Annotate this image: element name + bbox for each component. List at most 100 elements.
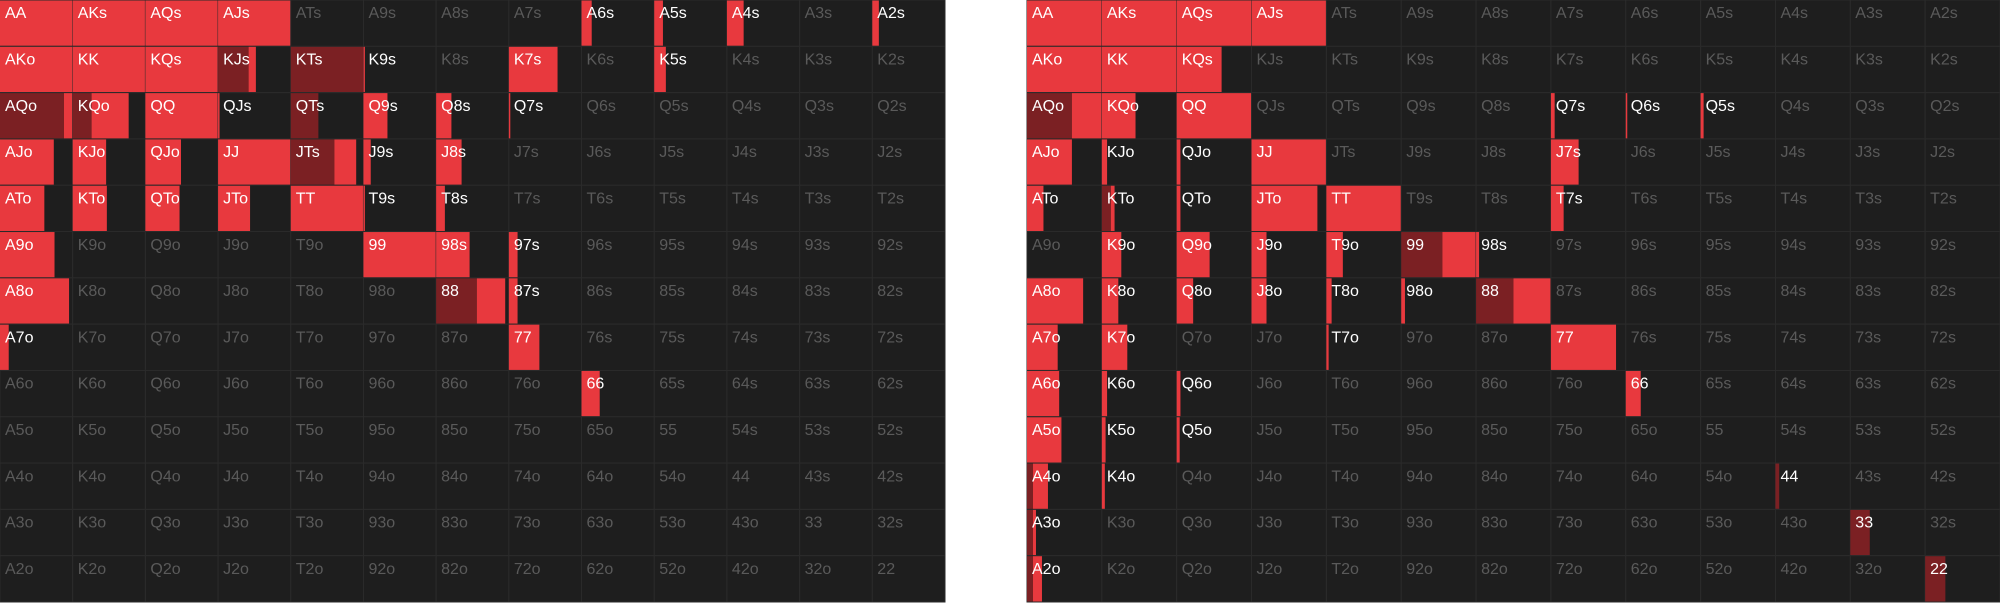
cell bbox=[1400, 508, 1477, 557]
hand-label: 83o bbox=[1481, 515, 1508, 532]
hand-label: K2s bbox=[877, 52, 905, 69]
cell bbox=[144, 555, 219, 603]
red-frequency-bar bbox=[1027, 417, 1062, 463]
hand-label: 65s bbox=[659, 376, 685, 393]
hand-label: T7o bbox=[296, 329, 324, 346]
hand-label: 93s bbox=[1855, 237, 1881, 254]
red-frequency-bar bbox=[72, 139, 107, 185]
cell bbox=[871, 508, 946, 557]
red-frequency-bar bbox=[0, 46, 73, 93]
cell bbox=[1924, 369, 2000, 418]
hand-label: 64o bbox=[587, 468, 614, 485]
dark-frequency-bar bbox=[218, 46, 249, 93]
red-frequency-bar bbox=[1071, 93, 1102, 139]
cell bbox=[1325, 45, 1402, 94]
hand-label: A9s bbox=[1406, 5, 1434, 22]
cell bbox=[1774, 138, 1851, 186]
red-frequency-bar bbox=[1101, 0, 1177, 46]
hand-label: Q5s bbox=[659, 98, 688, 115]
hand-label: 72s bbox=[1930, 329, 1956, 346]
hand-label: A2s bbox=[1930, 5, 1958, 22]
hand-label: J8o bbox=[223, 283, 249, 300]
cell bbox=[799, 277, 873, 325]
hand-label: 76s bbox=[1631, 329, 1657, 346]
dark-frequency-bar bbox=[436, 278, 477, 324]
red-frequency-bar bbox=[218, 139, 291, 185]
cell bbox=[290, 416, 364, 464]
hand-label: Q6s bbox=[1631, 98, 1660, 115]
hand-label: 83s bbox=[805, 283, 831, 300]
cell bbox=[72, 416, 146, 464]
hand-label: 92s bbox=[877, 237, 903, 254]
cell bbox=[435, 555, 510, 603]
red-frequency-bar bbox=[436, 185, 445, 232]
red-frequency-bar bbox=[726, 0, 744, 46]
red-frequency-bar bbox=[1101, 463, 1105, 509]
hand-label: Q3s bbox=[1855, 98, 1884, 115]
hand-label: 53s bbox=[1855, 422, 1881, 439]
red-frequency-bar bbox=[1176, 139, 1181, 185]
red-frequency-bar bbox=[218, 93, 220, 139]
hand-label: 64o bbox=[1631, 468, 1658, 485]
hand-label: 87o bbox=[441, 329, 468, 346]
hand-label: K7s bbox=[514, 52, 542, 69]
cell bbox=[1400, 555, 1477, 603]
cell bbox=[1475, 231, 1552, 279]
cell bbox=[653, 277, 728, 325]
hand-label: K9s bbox=[1406, 52, 1434, 69]
cell bbox=[435, 462, 510, 510]
hand-label: 53o bbox=[1706, 515, 1733, 532]
hand-label: A5s bbox=[659, 5, 687, 22]
hand-label: J3o bbox=[223, 515, 249, 532]
hand-label: T6o bbox=[1331, 376, 1359, 393]
hand-label: A7s bbox=[514, 5, 542, 22]
hand-label: T3o bbox=[1331, 515, 1359, 532]
cell bbox=[1924, 462, 2000, 510]
cell bbox=[1176, 184, 1253, 233]
red-frequency-bar bbox=[508, 324, 540, 370]
hand-label: 44 bbox=[1780, 468, 1798, 485]
red-frequency-bar bbox=[1101, 46, 1177, 93]
hand-label: T9s bbox=[368, 190, 395, 207]
cell bbox=[0, 508, 74, 557]
cell bbox=[362, 0, 437, 47]
cell bbox=[1625, 555, 1702, 603]
hand-label: AJs bbox=[223, 5, 250, 22]
hand-label: T5s bbox=[1706, 190, 1733, 207]
hand-label: Q3o bbox=[1182, 515, 1212, 532]
red-frequency-bar bbox=[1027, 324, 1058, 370]
hand-label: K2s bbox=[1930, 52, 1958, 69]
cell bbox=[1550, 555, 1627, 603]
red-frequency-bar bbox=[436, 93, 452, 139]
cell bbox=[1400, 92, 1477, 140]
red-frequency-bar bbox=[1176, 185, 1181, 232]
red-frequency-bar bbox=[508, 93, 511, 139]
hand-label: QJs bbox=[1257, 98, 1285, 115]
hand-label: 77 bbox=[1556, 329, 1574, 346]
dark-frequency-bar bbox=[1027, 463, 1033, 509]
hand-label: Q4o bbox=[1182, 468, 1212, 485]
hand-label: T4o bbox=[296, 468, 324, 485]
red-frequency-bar bbox=[1027, 185, 1044, 232]
cell bbox=[1625, 92, 1702, 140]
hand-label: 53o bbox=[659, 515, 686, 532]
hand-label: QTo bbox=[1182, 190, 1211, 207]
hand-label: 63o bbox=[1631, 515, 1658, 532]
red-frequency-bar bbox=[1550, 93, 1555, 139]
cell bbox=[1849, 231, 1926, 279]
cell bbox=[1176, 138, 1253, 186]
cell bbox=[1325, 323, 1402, 371]
cell bbox=[799, 416, 873, 464]
cell bbox=[726, 184, 801, 233]
hand-label: 65o bbox=[587, 422, 614, 439]
cell bbox=[1101, 508, 1178, 557]
hand-label: TT bbox=[296, 190, 316, 207]
cell bbox=[1251, 369, 1327, 418]
cell bbox=[1625, 184, 1702, 233]
hand-label: 87s bbox=[1556, 283, 1582, 300]
hand-label: 63s bbox=[1855, 376, 1881, 393]
hand-label: 97s bbox=[514, 237, 540, 254]
cell bbox=[290, 555, 364, 603]
hand-label: 62o bbox=[587, 561, 614, 578]
hand-label: 83s bbox=[1855, 283, 1881, 300]
